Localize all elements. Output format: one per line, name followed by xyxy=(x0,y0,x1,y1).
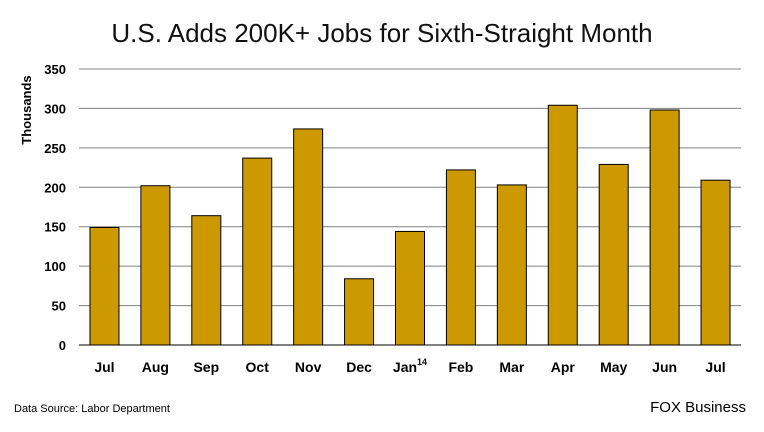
x-tick-label: Aug xyxy=(142,359,169,375)
y-tick-label: 50 xyxy=(52,299,66,314)
bar-nov-4 xyxy=(293,128,324,346)
y-tick-label: 150 xyxy=(44,220,66,235)
y-tick-label: 0 xyxy=(59,338,66,353)
bar-aug-1 xyxy=(140,185,171,346)
bars xyxy=(89,104,731,346)
bar-feb-7 xyxy=(445,169,476,346)
x-tick-label: Jul xyxy=(705,359,725,375)
x-tick-label: Sep xyxy=(193,359,219,375)
y-tick-label: 100 xyxy=(44,259,66,274)
y-tick-label: 200 xyxy=(44,180,66,195)
bar-oct-3 xyxy=(242,157,273,346)
x-tick-label: Jun xyxy=(652,359,677,375)
y-axis-label: Thousands xyxy=(19,75,34,144)
bar-jun-11 xyxy=(649,109,680,346)
bar-jan-6 xyxy=(395,230,425,346)
x-tick-label: Jul xyxy=(94,359,114,375)
x-tick-label: Dec xyxy=(346,359,372,375)
bar-jul-12 xyxy=(700,179,731,346)
x-tick-label: Mar xyxy=(499,359,524,375)
y-tick-label: 250 xyxy=(44,141,66,156)
x-tick-superscript: 14 xyxy=(417,357,427,367)
x-tick-label: Nov xyxy=(295,359,322,375)
bar-jul-0 xyxy=(89,227,120,346)
x-tick-label: Oct xyxy=(246,359,270,375)
y-axis-ticks: 0 50 100 150 200 250 300 350 xyxy=(44,62,66,353)
y-tick-label: 350 xyxy=(44,62,66,77)
bar-may-10 xyxy=(598,163,629,346)
bar-sep-2 xyxy=(191,215,222,346)
x-axis-labels: Jul Aug Sep Oct Nov Dec Jan14 Feb Mar Apr May Jun Ju… xyxy=(94,357,725,375)
bar-dec-5 xyxy=(344,278,375,346)
bar-apr-9 xyxy=(547,104,578,346)
bar-mar-8 xyxy=(496,184,527,346)
brand-label: FOX Business xyxy=(650,399,746,416)
chart-title: U.S. Adds 200K+ Jobs for Sixth-Straight … xyxy=(111,18,653,48)
x-tick-label: Apr xyxy=(551,359,576,375)
y-tick-label: 300 xyxy=(44,101,66,116)
x-tick-label: Feb xyxy=(448,359,473,375)
x-tick-label: May xyxy=(600,359,627,375)
x-tick-label: Jan14 xyxy=(393,357,427,375)
source-note: Data Source: Labor Department xyxy=(14,403,170,415)
